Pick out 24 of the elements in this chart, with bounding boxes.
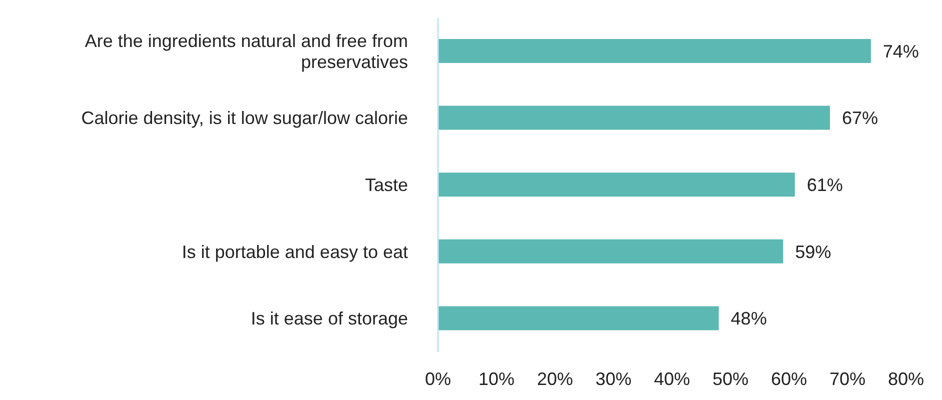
y-tick-label: Calorie density, is it low sugar/low calorie xyxy=(81,108,408,128)
x-tick-label: 60% xyxy=(770,368,808,389)
x-tick-label: 0% xyxy=(424,368,452,389)
data-label: 74% xyxy=(882,41,919,62)
y-tick-label: Are the ingredients natural and free from preservatives xyxy=(84,30,408,72)
x-tick-label: 30% xyxy=(595,368,632,389)
y-tick-label: Taste xyxy=(364,175,408,195)
x-tick-label: 40% xyxy=(654,368,690,389)
data-label: 67% xyxy=(842,108,878,128)
x-tick-label: 50% xyxy=(712,368,749,389)
bar xyxy=(438,39,871,63)
data-label: 48% xyxy=(730,308,767,329)
data-label: 61% xyxy=(806,174,843,195)
y-tick-label: Is it ease of storage xyxy=(250,308,408,329)
bar xyxy=(438,172,795,197)
y-tick-label: Is it portable and easy to eat xyxy=(182,242,408,262)
x-tick-label: 70% xyxy=(829,368,866,389)
bar xyxy=(438,106,830,130)
x-tick-label: 80% xyxy=(888,368,924,389)
data-label: 59% xyxy=(795,242,832,262)
bar xyxy=(438,239,784,264)
x-tick-label: 10% xyxy=(478,368,515,389)
bar xyxy=(438,306,719,330)
x-tick-label: 20% xyxy=(536,368,574,389)
